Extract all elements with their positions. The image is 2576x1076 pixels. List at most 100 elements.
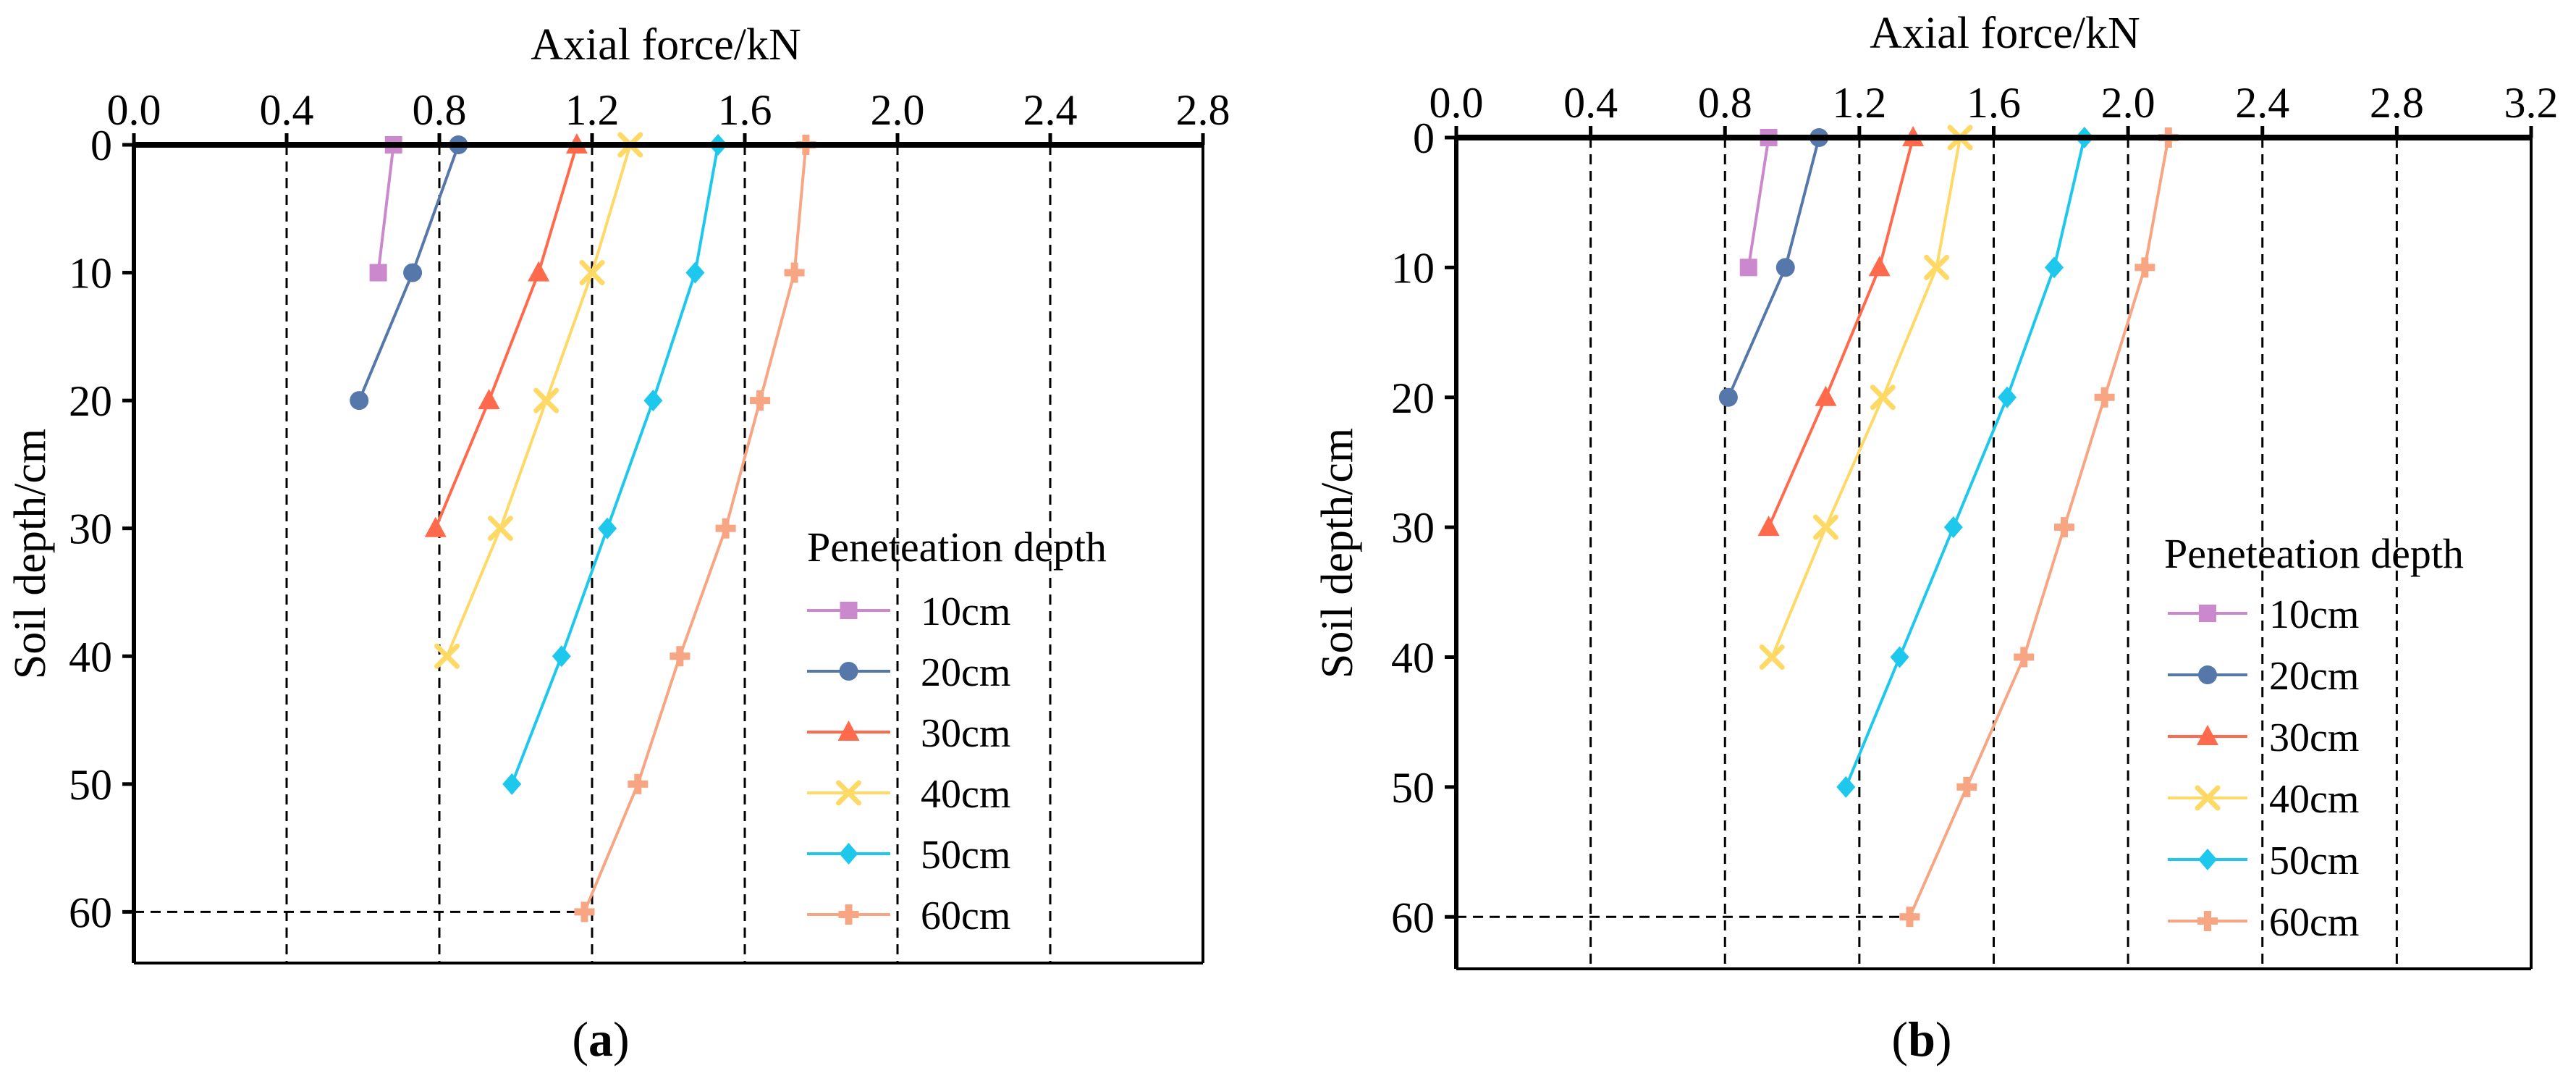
point-60cm-depth-30 (715, 518, 736, 539)
point-50cm-depth-40 (1890, 646, 1909, 668)
point-30cm-depth-20 (478, 389, 500, 410)
point-30cm-depth-10 (1868, 256, 1891, 277)
point-20cm-depth-20 (1718, 387, 1738, 407)
legend-marker-60cm (838, 904, 859, 925)
x-tick-label: 0.0 (107, 86, 161, 134)
point-60cm-depth-60-bar-v (1906, 907, 1914, 928)
legend-marker-30cm (2197, 725, 2218, 745)
point-40cm-depth-40-stroke-2 (434, 643, 460, 669)
point-40cm-depth-10 (1924, 254, 1950, 280)
x-tick-label: 2.4 (2235, 79, 2289, 127)
legend-marker-10cm (840, 602, 858, 619)
series-line-10cm (1747, 137, 1770, 268)
point-10cm-depth-10 (1739, 259, 1757, 277)
legend-marker-30cm (837, 720, 860, 741)
legend-label-40cm: 40cm (921, 772, 1010, 817)
legend-item-20cm: 20cm (2168, 654, 2359, 699)
legend-marker-40cm-stroke-2 (2195, 785, 2221, 811)
point-60cm-depth-30-bar-v (2060, 517, 2068, 538)
y-tick-label: 0 (90, 122, 112, 169)
point-50cm-depth-50 (1836, 776, 1856, 798)
legend-item-30cm: 30cm (2168, 715, 2359, 760)
point-40cm-depth-20-stroke-2 (1870, 384, 1896, 411)
point-30cm-depth-20 (1815, 385, 1837, 406)
point-60cm-depth-30 (2053, 517, 2074, 538)
series-line-40cm (445, 144, 632, 657)
series-line-50cm (510, 144, 720, 785)
x-tick-label: 0.8 (1698, 79, 1752, 127)
legend-label-30cm: 30cm (921, 711, 1010, 756)
point-30cm-depth-30 (424, 516, 447, 537)
point-60cm-depth-10 (784, 262, 805, 283)
legend: Peneteation depth 10cm 20cm 30cm 40cm 50cm 60c… (2164, 530, 2464, 945)
legend-label-40cm: 40cm (2269, 777, 2359, 822)
legend-marker-50cm (839, 843, 858, 865)
x-tick-label: 2.8 (2370, 79, 2424, 127)
y-axis-title: Soil depth/cm (1313, 428, 1362, 678)
point-60cm-depth-20-bar-v (756, 390, 764, 411)
point-50cm-depth-40 (552, 645, 571, 668)
x-tick-label: 2.0 (2101, 79, 2155, 127)
legend-item-40cm: 40cm (2168, 777, 2359, 822)
point-60cm-depth-60 (574, 901, 595, 922)
point-40cm-depth-30 (487, 516, 513, 542)
y-tick-label: 30 (1391, 504, 1435, 552)
legend-marker-40cm (836, 780, 861, 806)
point-60cm-depth-50-bar-v (1963, 776, 1971, 797)
x-tick-label: 2.0 (871, 86, 925, 134)
y-tick-label: 10 (69, 250, 112, 298)
legend-item-60cm: 60cm (807, 894, 1010, 938)
x-tick-label: 0.4 (260, 86, 314, 134)
legend-item-30cm: 30cm (807, 711, 1010, 756)
point-50cm-depth-30 (1943, 516, 1963, 539)
y-tick-label: 20 (1391, 374, 1435, 422)
legend-item-10cm: 10cm (807, 589, 1010, 634)
point-40cm-depth-10 (579, 260, 605, 286)
legend-marker-20cm (2198, 665, 2217, 684)
legend-label-20cm: 20cm (921, 650, 1010, 695)
point-20cm-depth-10 (1775, 258, 1795, 277)
x-tick-label: 1.2 (1832, 79, 1886, 127)
legend-label-60cm: 60cm (921, 894, 1010, 938)
legend-marker-40cm-stroke-2 (836, 780, 861, 806)
series-line-30cm (1767, 137, 1915, 528)
panel-b: 0.0 0.4 0.8 1.2 1.6 2.0 2.4 2.8 3.2 0 10 20 30 40 50 60… (1313, 9, 2559, 1067)
y-axis-title: Soil depth/cm (6, 429, 55, 679)
legend-label-10cm: 10cm (921, 589, 1010, 634)
point-60cm-depth-10 (2134, 257, 2155, 278)
point-30cm-depth-30 (1757, 516, 1780, 537)
legend-item-50cm: 50cm (2168, 838, 2359, 883)
point-20cm-depth-10 (403, 263, 423, 282)
point-60cm-depth-30-bar-v (722, 518, 730, 539)
x-tick-label: 0.4 (1563, 79, 1618, 127)
legend-item-20cm: 20cm (807, 650, 1010, 695)
legend-item-10cm: 10cm (2168, 592, 2359, 637)
legend-item-60cm: 60cm (2168, 900, 2359, 945)
y-tick-label: 0 (1413, 114, 1435, 162)
point-60cm-depth-20-bar-v (2100, 387, 2108, 408)
point-50cm-depth-20 (1998, 386, 2017, 408)
point-60cm-depth-10-bar-v (790, 262, 798, 283)
point-40cm-depth-30-stroke-2 (487, 516, 513, 542)
legend-marker-20cm (839, 662, 858, 681)
point-60cm-depth-40-bar-v (2020, 647, 2028, 668)
point-40cm-depth-10-stroke-2 (579, 260, 605, 286)
point-50cm-depth-10 (2045, 256, 2064, 279)
legend-item-40cm: 40cm (807, 772, 1010, 817)
y-tick-label: 30 (69, 505, 112, 553)
y-tick-label: 20 (69, 377, 112, 425)
point-60cm-depth-20 (750, 390, 771, 411)
y-tick-label: 60 (1391, 894, 1435, 941)
x-tick-label: 2.8 (1176, 86, 1230, 134)
point-60cm-depth-50-bar-v (634, 773, 642, 794)
legend-marker-60cm-bar-v (2204, 911, 2211, 931)
legend-title: Peneteation depth (807, 524, 1107, 571)
legend-label-50cm: 50cm (921, 833, 1010, 878)
series-line-10cm (376, 144, 395, 273)
point-40cm-depth-20 (1870, 384, 1896, 411)
x-tick-label: 1.2 (565, 86, 620, 134)
point-40cm-depth-40-stroke-2 (1759, 644, 1785, 670)
panel-label: (b) (1891, 1012, 1951, 1067)
legend-marker-10cm (2199, 605, 2216, 622)
